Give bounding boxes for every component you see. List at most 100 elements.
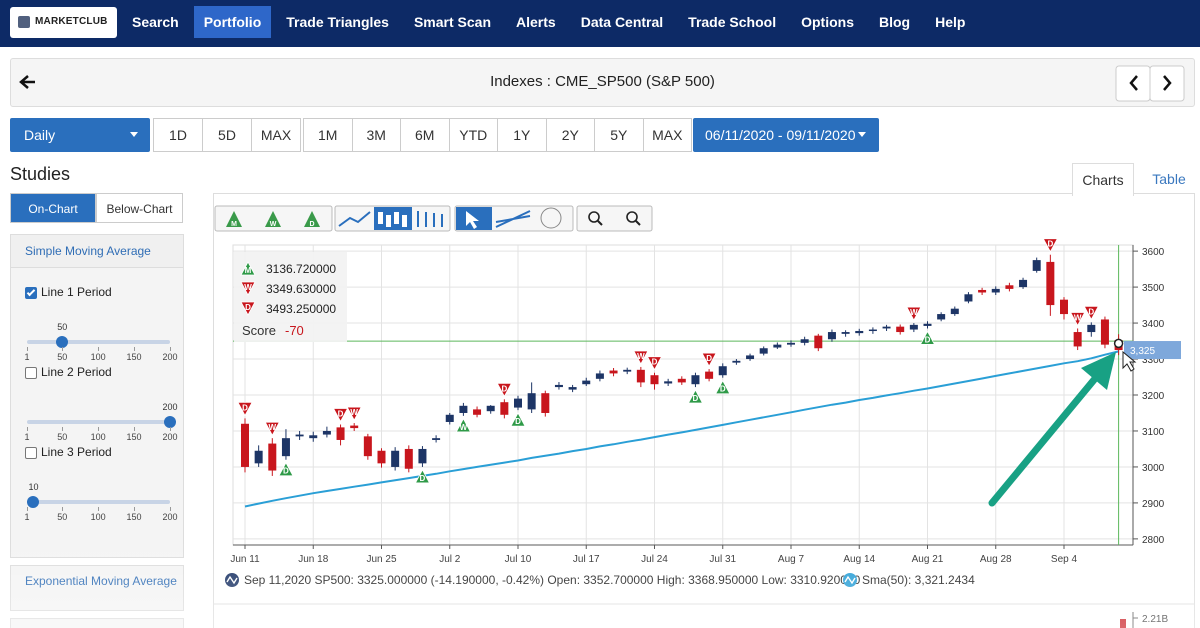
slider-track	[27, 500, 170, 504]
signal-label: W	[910, 308, 918, 317]
annotation-arrow	[988, 371, 1102, 507]
candle-body	[705, 371, 714, 379]
tool-icon	[394, 212, 399, 224]
slider-tick	[98, 507, 100, 511]
candle-body	[732, 360, 741, 363]
slider-tick	[98, 347, 100, 351]
candle-body	[1019, 279, 1028, 288]
view-tab[interactable]: Charts	[1072, 163, 1134, 196]
logo-icon	[18, 16, 30, 28]
nav-item[interactable]: Blog	[878, 14, 911, 30]
study-tab[interactable]: On-Chart	[10, 193, 96, 223]
nav-item[interactable]: Alerts	[516, 14, 556, 30]
range-button[interactable]: 6M	[400, 118, 450, 152]
line-label: Line 2 Period	[41, 365, 112, 379]
range-button[interactable]: 5D	[202, 118, 252, 152]
nav-item[interactable]: Trade School	[688, 14, 777, 30]
nav-item[interactable]: Portfolio	[193, 6, 272, 38]
range-button[interactable]: 1Y	[497, 118, 547, 152]
logo-text: MARKETCLUB	[35, 16, 108, 27]
range-button[interactable]: MAX	[642, 118, 692, 152]
date-range[interactable]: 06/11/2020 - 09/11/2020	[693, 118, 879, 152]
score-icon-label: W	[244, 283, 252, 292]
header-title: Indexes : CME_SP500 (S&P 500)	[490, 73, 715, 90]
x-tick-label: Jun 11	[230, 554, 260, 565]
nav-item[interactable]: Options	[801, 14, 854, 30]
mouse-cursor	[1122, 350, 1137, 372]
candle-body	[281, 438, 290, 457]
slider-thumb[interactable]	[56, 336, 69, 348]
candle-body	[377, 450, 386, 464]
candle-body	[609, 370, 618, 374]
chevron	[1163, 75, 1172, 91]
y-tick-label: 2800	[1142, 535, 1165, 546]
range-button[interactable]: 3M	[351, 118, 401, 152]
ema-panel-next	[10, 618, 184, 628]
slider-thumb[interactable]	[27, 496, 40, 508]
candle-body	[991, 288, 1000, 293]
range-button[interactable]: 2Y	[545, 118, 595, 152]
candle-body	[623, 369, 632, 372]
candle-body	[582, 380, 591, 385]
tool-icon	[265, 211, 281, 227]
candle-body	[432, 438, 441, 440]
checkbox[interactable]	[25, 367, 37, 379]
x-tick-label: Jul 31	[709, 554, 736, 565]
candle-body	[882, 326, 891, 329]
candle-body	[391, 450, 400, 467]
slider-tick-label: 150	[126, 352, 142, 362]
range-button[interactable]: YTD	[448, 118, 498, 152]
range-button[interactable]: MAX	[251, 118, 301, 152]
nav-item[interactable]: Data Central	[580, 14, 664, 30]
candle-body	[254, 450, 263, 464]
status-icon-glyph	[226, 575, 238, 585]
tool-icon-label: M	[231, 221, 237, 228]
view-tab[interactable]: Table	[1152, 171, 1186, 187]
candle-body	[1060, 299, 1068, 315]
header-bar: Indexes : CME_SP500 (S&P 500)	[10, 58, 1195, 107]
x-tick-label: Aug 21	[912, 554, 944, 565]
slider-thumb[interactable]	[164, 416, 176, 428]
tool-icon	[338, 211, 371, 227]
slider-tick-label: 200	[162, 432, 178, 442]
signal	[237, 401, 253, 417]
slider-tick	[98, 427, 100, 431]
signal-label: D	[420, 474, 426, 483]
checkbox[interactable]	[25, 447, 37, 459]
candle-body	[1087, 324, 1096, 333]
candle-body	[445, 414, 454, 422]
candle-body	[896, 326, 905, 333]
study-tab[interactable]: Below-Chart	[96, 193, 183, 223]
signal	[701, 352, 717, 367]
logo[interactable]: MARKETCLUB	[10, 7, 117, 38]
candle-body	[664, 381, 673, 384]
tool-icon	[402, 215, 407, 227]
slider-track	[27, 340, 170, 344]
interval-select[interactable]: Daily	[10, 118, 150, 152]
nav-item[interactable]: Search	[132, 14, 179, 30]
sma-line	[244, 350, 1119, 508]
nav-item[interactable]: Trade Triangles	[286, 14, 389, 30]
range-button[interactable]: 5Y	[594, 118, 644, 152]
ema-panel[interactable]: Exponential Moving Average	[10, 565, 184, 611]
sma-status: Sma(50): 3,321.2434	[862, 573, 975, 587]
y-tick-label: 3500	[1142, 283, 1165, 294]
signal	[332, 408, 349, 423]
candle-body	[759, 348, 768, 354]
candle-body	[827, 332, 836, 340]
score-icon-label: M	[245, 266, 252, 275]
nav-item[interactable]: Smart Scan	[413, 14, 492, 30]
candle-body	[677, 378, 686, 383]
sma-title[interactable]: Simple Moving Average	[11, 235, 183, 268]
candle-body	[322, 430, 331, 435]
slider-track	[27, 420, 170, 424]
last-point	[1113, 338, 1124, 349]
candle-body	[568, 387, 577, 390]
slider-tick-label: 200	[162, 512, 178, 522]
nav-item[interactable]: Help	[935, 14, 966, 30]
slider-tick	[27, 347, 28, 351]
checkbox[interactable]	[25, 287, 37, 299]
signal	[496, 382, 513, 398]
slider-tick-label: 150	[126, 432, 142, 442]
